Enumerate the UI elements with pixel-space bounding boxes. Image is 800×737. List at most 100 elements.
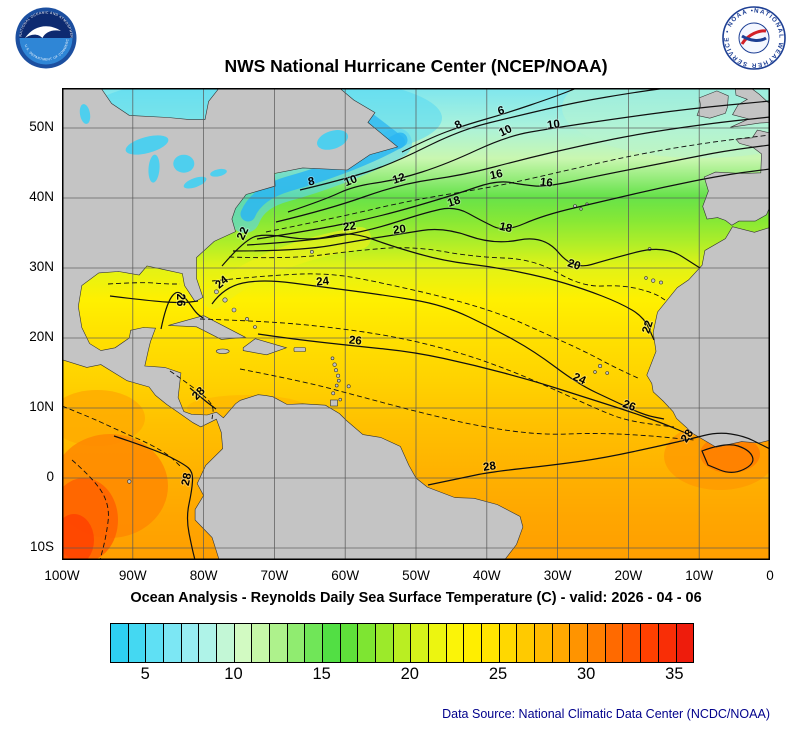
isotherm-12-line bbox=[275, 116, 770, 223]
land-masses bbox=[62, 88, 770, 560]
lat-tick-label: 30N bbox=[29, 258, 54, 274]
inland-waters bbox=[79, 104, 348, 189]
nws-logo: NATIONAL WEATHER SERVICE • NOAA • bbox=[722, 6, 786, 70]
colorbar-tick-labels: 5 10 15 20 25 30 35 bbox=[110, 665, 692, 687]
lake-ontario bbox=[210, 168, 227, 177]
colorbar-cell bbox=[358, 624, 377, 662]
colorbar-cell bbox=[588, 624, 606, 662]
isotherm-label: 16 bbox=[539, 176, 553, 189]
isotherm-label: 26 bbox=[348, 334, 362, 347]
colorbar-cell bbox=[429, 624, 447, 662]
colorbar-tick-label: 10 bbox=[224, 665, 243, 683]
colorbar-tick-label: 35 bbox=[665, 665, 684, 683]
colorbar-cell bbox=[676, 624, 694, 662]
isotherm-6-line bbox=[401, 88, 578, 153]
isotherm-label: 10 bbox=[343, 173, 359, 189]
colorbar-cell bbox=[287, 624, 306, 662]
temperature-colorbar bbox=[110, 623, 694, 663]
lon-tick-label: 20W bbox=[614, 568, 643, 583]
colorbar-cell bbox=[128, 624, 147, 662]
colorbar-cell bbox=[199, 624, 218, 662]
isotherm-label: 24 bbox=[316, 275, 331, 288]
map-subtitle: Ocean Analysis - Reynolds Daily Sea Surf… bbox=[130, 590, 702, 606]
colorbar-cell bbox=[552, 624, 571, 662]
isotherm-24-line bbox=[211, 280, 665, 420]
isotherm-28-line bbox=[701, 444, 754, 473]
isotherm-label: 10 bbox=[546, 118, 560, 132]
colorbar-cell bbox=[464, 624, 483, 662]
gulf-of-st-lawrence bbox=[317, 130, 348, 150]
lon-tick-label: 0 bbox=[766, 568, 774, 583]
lake-superior bbox=[125, 135, 169, 155]
colorbar-cell bbox=[164, 624, 182, 662]
colorbar-cell bbox=[658, 624, 677, 662]
isotherm-label: 12 bbox=[391, 171, 407, 186]
lon-tick-label: 70W bbox=[260, 568, 289, 583]
noaa-logo: NATIONAL OCEANIC AND ATMOSPHERIC ADMINIS… bbox=[15, 7, 77, 69]
lat-tick-label: 0 bbox=[46, 468, 54, 484]
colorbar-cell bbox=[605, 624, 624, 662]
isotherm-label: 26 bbox=[174, 294, 186, 307]
islands-cape-verde bbox=[593, 363, 610, 375]
colorbar-cell bbox=[393, 624, 412, 662]
isotherm-20-line bbox=[232, 228, 701, 269]
lake-huron bbox=[173, 154, 195, 173]
colorbar-tick-label: 5 bbox=[140, 665, 150, 683]
isotherm-label: 18 bbox=[446, 194, 462, 210]
colorbar-tick-label: 25 bbox=[488, 665, 508, 683]
gulf-stream-warm-tongue bbox=[203, 227, 371, 309]
isotherm-label: 22 bbox=[342, 220, 356, 234]
isotherm-26-line bbox=[257, 333, 689, 435]
lake-winnipeg bbox=[79, 104, 91, 124]
colorbar-tick-label: 20 bbox=[400, 665, 419, 683]
isotherm-28-line bbox=[427, 432, 770, 486]
colorbar-cell bbox=[482, 624, 500, 662]
isotherm-label: 20 bbox=[392, 223, 406, 237]
data-source-credit: Data Source: National Climatic Data Cent… bbox=[442, 707, 770, 721]
isotherm-29-line bbox=[71, 459, 109, 560]
island-bermuda bbox=[309, 249, 314, 254]
isotherm-label: 16 bbox=[489, 168, 504, 182]
colorbar-cell bbox=[181, 624, 200, 662]
land-iberia-france bbox=[702, 129, 770, 226]
colorbar-cell bbox=[499, 624, 518, 662]
isotherm-8-line bbox=[299, 88, 668, 191]
colorbar-cell bbox=[323, 624, 341, 662]
colorbar-cell bbox=[340, 624, 359, 662]
island-trinidad bbox=[330, 399, 338, 407]
isotherm-label: 20 bbox=[566, 257, 582, 272]
isotherm-18-line bbox=[246, 168, 770, 246]
colorbar-tick-label: 15 bbox=[312, 665, 331, 683]
noaa-seagull-icon bbox=[25, 26, 61, 38]
lat-tick-label: 10N bbox=[29, 398, 54, 414]
lon-tick-label: 80W bbox=[189, 568, 218, 583]
lake-erie bbox=[183, 176, 207, 189]
colorbar-tick-label: 30 bbox=[576, 665, 596, 683]
islands-canary bbox=[644, 276, 663, 285]
isotherm-28-line bbox=[189, 387, 217, 410]
island-jamaica bbox=[215, 348, 230, 354]
lat-tick-label: 10S bbox=[29, 538, 54, 554]
lon-tick-label: 10W bbox=[685, 568, 714, 583]
isotherm-23-line bbox=[107, 282, 180, 285]
colorbar-cell bbox=[146, 624, 165, 662]
colorbar-cell bbox=[111, 624, 129, 662]
isotherm-27-line bbox=[239, 368, 695, 441]
land-americas bbox=[62, 88, 524, 560]
isotherm-21-line bbox=[228, 247, 666, 301]
colorbar-cell bbox=[623, 624, 642, 662]
lon-tick-label: 50W bbox=[402, 568, 430, 583]
lon-tick-label: 60W bbox=[331, 568, 360, 583]
isotherm-23-line bbox=[211, 273, 641, 380]
isotherm-27-line bbox=[169, 370, 214, 420]
colorbar-cell bbox=[446, 624, 465, 662]
lat-tick-label: 40N bbox=[29, 188, 54, 204]
island-hispaniola bbox=[242, 338, 288, 356]
nws-cold-front-icon bbox=[741, 34, 767, 42]
isotherm-27-line bbox=[62, 405, 181, 467]
noaa-logo-ocean bbox=[19, 38, 73, 65]
lon-tick-label: 90W bbox=[118, 568, 147, 583]
